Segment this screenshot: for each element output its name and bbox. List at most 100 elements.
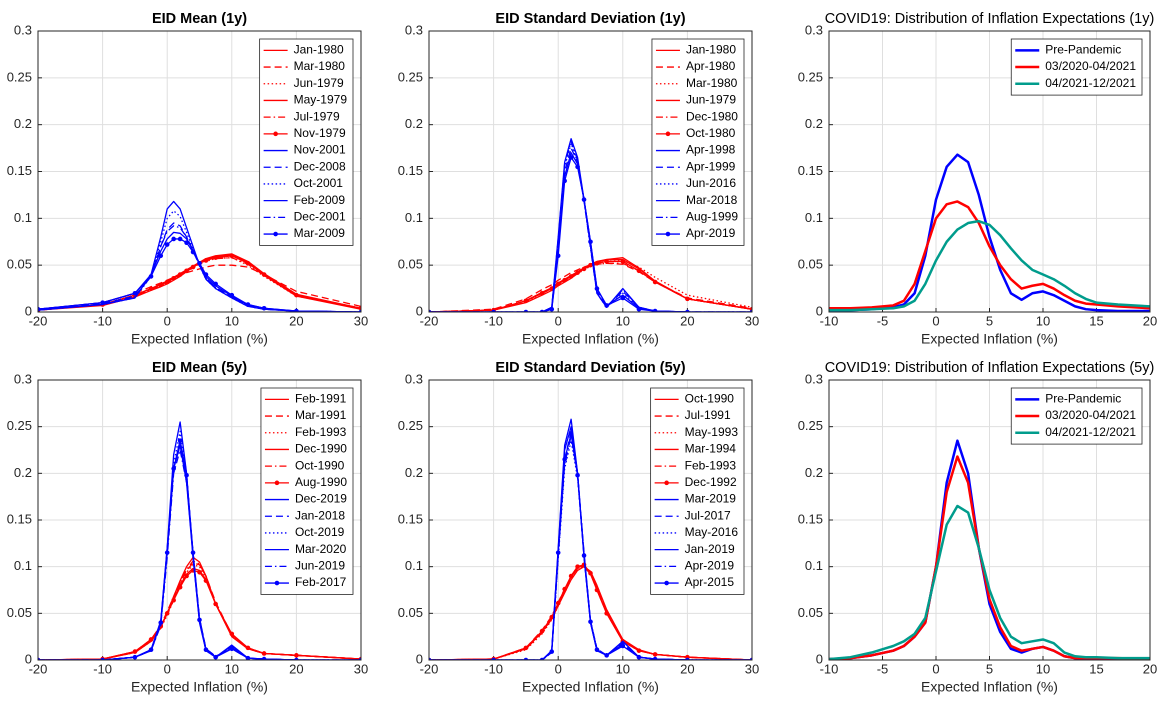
y-tick-label: 0.25 [7,418,32,433]
series-marker [358,309,361,312]
legend-label: Oct-1990 [295,458,345,472]
chart-title: EID Mean (5y) [152,360,247,376]
series-marker [132,654,138,660]
series-marker [575,472,580,478]
legend-label: Dec-2001 [294,210,346,224]
legend-label: Dec-1992 [685,475,737,489]
legend-label: Nov-1979 [294,126,346,140]
legend-label: Jun-1979 [686,93,736,107]
legend-label: Jun-1979 [294,76,344,90]
series-marker [261,651,267,656]
legend-label: Feb-2009 [294,193,346,207]
series-marker [581,197,587,202]
series-marker [594,286,600,291]
legend-label: Oct-2019 [295,525,345,539]
y-tick-label: 0.1 [805,210,823,225]
y-tick-label: 0.1 [14,558,32,573]
series-marker [523,298,529,304]
series-marker [261,656,267,660]
series-marker [171,236,176,242]
chart-title: EID Standard Deviation (5y) [495,360,685,376]
series-marker [588,239,593,245]
chart-title: EID Mean (1y) [152,11,247,27]
series-marker [575,270,580,275]
series-marker [604,653,609,658]
legend-marker [274,480,280,486]
series-marker [749,309,752,312]
series-marker [294,292,299,298]
y-tick-label: 0.3 [805,371,823,386]
series-marker [555,550,561,555]
axes-frame [828,379,1151,661]
series-marker [148,286,154,291]
y-tick-label: 0.05 [398,605,423,620]
legend: Oct-1990 Jul-1991 May-1993 Mar-1994 Feb-1993… [650,387,745,595]
x-tick-label: 5 [986,313,993,328]
y-tick-label: 0 [416,651,423,666]
series-marker [539,309,545,312]
series-marker [213,281,218,287]
series-marker [549,649,555,654]
legend-label: Mar-2020 [295,542,347,556]
series-marker [685,309,690,312]
series-marker [164,242,170,247]
x-tick-label: -20 [29,661,48,676]
series-line [429,262,752,312]
series-line [829,504,1150,660]
series-marker [177,438,183,443]
series-marker [581,266,587,272]
series-marker [491,657,496,660]
series-marker [539,290,545,296]
series-line [429,260,752,312]
legend-label: Nov-2001 [294,143,346,157]
legend: Pre-Pandemic 03/2020-04/2021 04/2021-12/20… [1010,38,1143,96]
y-tick-label: 0 [25,651,32,666]
x-tick-label: -10 [93,661,112,676]
series-marker [148,637,154,642]
series-marker [245,260,251,266]
series-marker [568,155,574,160]
series-line [829,153,1150,312]
y-tick-label: 0.3 [405,22,423,37]
y-tick-label: 0.2 [405,116,423,131]
series-marker [581,553,587,558]
x-tick-label: 0 [555,313,562,328]
legend-label: Jul-2017 [685,508,731,522]
series-marker [491,309,496,312]
y-tick-label: 0.05 [798,257,823,272]
legend-label: 03/2020-04/2021 [1045,408,1136,422]
plot-area [829,153,1150,312]
y-tick-label: 0.2 [14,465,32,480]
legend-label: Feb-1993 [685,458,737,472]
x-tick-label: 0 [932,661,939,676]
series-marker [539,657,545,660]
legend-label: Dec-1990 [295,442,347,456]
legend-label: Jan-2018 [295,508,345,522]
legend-box [259,38,354,246]
x-tick-label: -10 [484,661,503,676]
series-marker [588,619,593,625]
series-marker [132,649,138,654]
series-line [429,259,752,312]
series-marker [158,620,164,625]
x-tick-label: 10 [616,313,630,328]
legend-label: Mar-1980 [686,76,738,90]
series-marker [604,611,609,616]
legend-label: Apr-1998 [686,143,736,157]
series-marker [245,302,251,307]
legend-label: Jun-2019 [295,559,345,573]
legend-marker [665,231,671,237]
legend-box [651,38,745,246]
legend-box [650,387,745,595]
legend-label: Pre-Pandemic [1045,43,1121,57]
series-marker [190,264,196,270]
legend-label: Aug-1990 [295,475,347,489]
series-marker [562,586,567,592]
x-tick-label: 20 [680,313,694,328]
legend-label: Jun-2016 [686,176,736,190]
series-marker [229,292,235,298]
y-tick-label: 0.2 [405,465,423,480]
series-marker [213,601,218,607]
series-marker [575,564,580,569]
legend-label: Jan-1980 [294,43,344,57]
